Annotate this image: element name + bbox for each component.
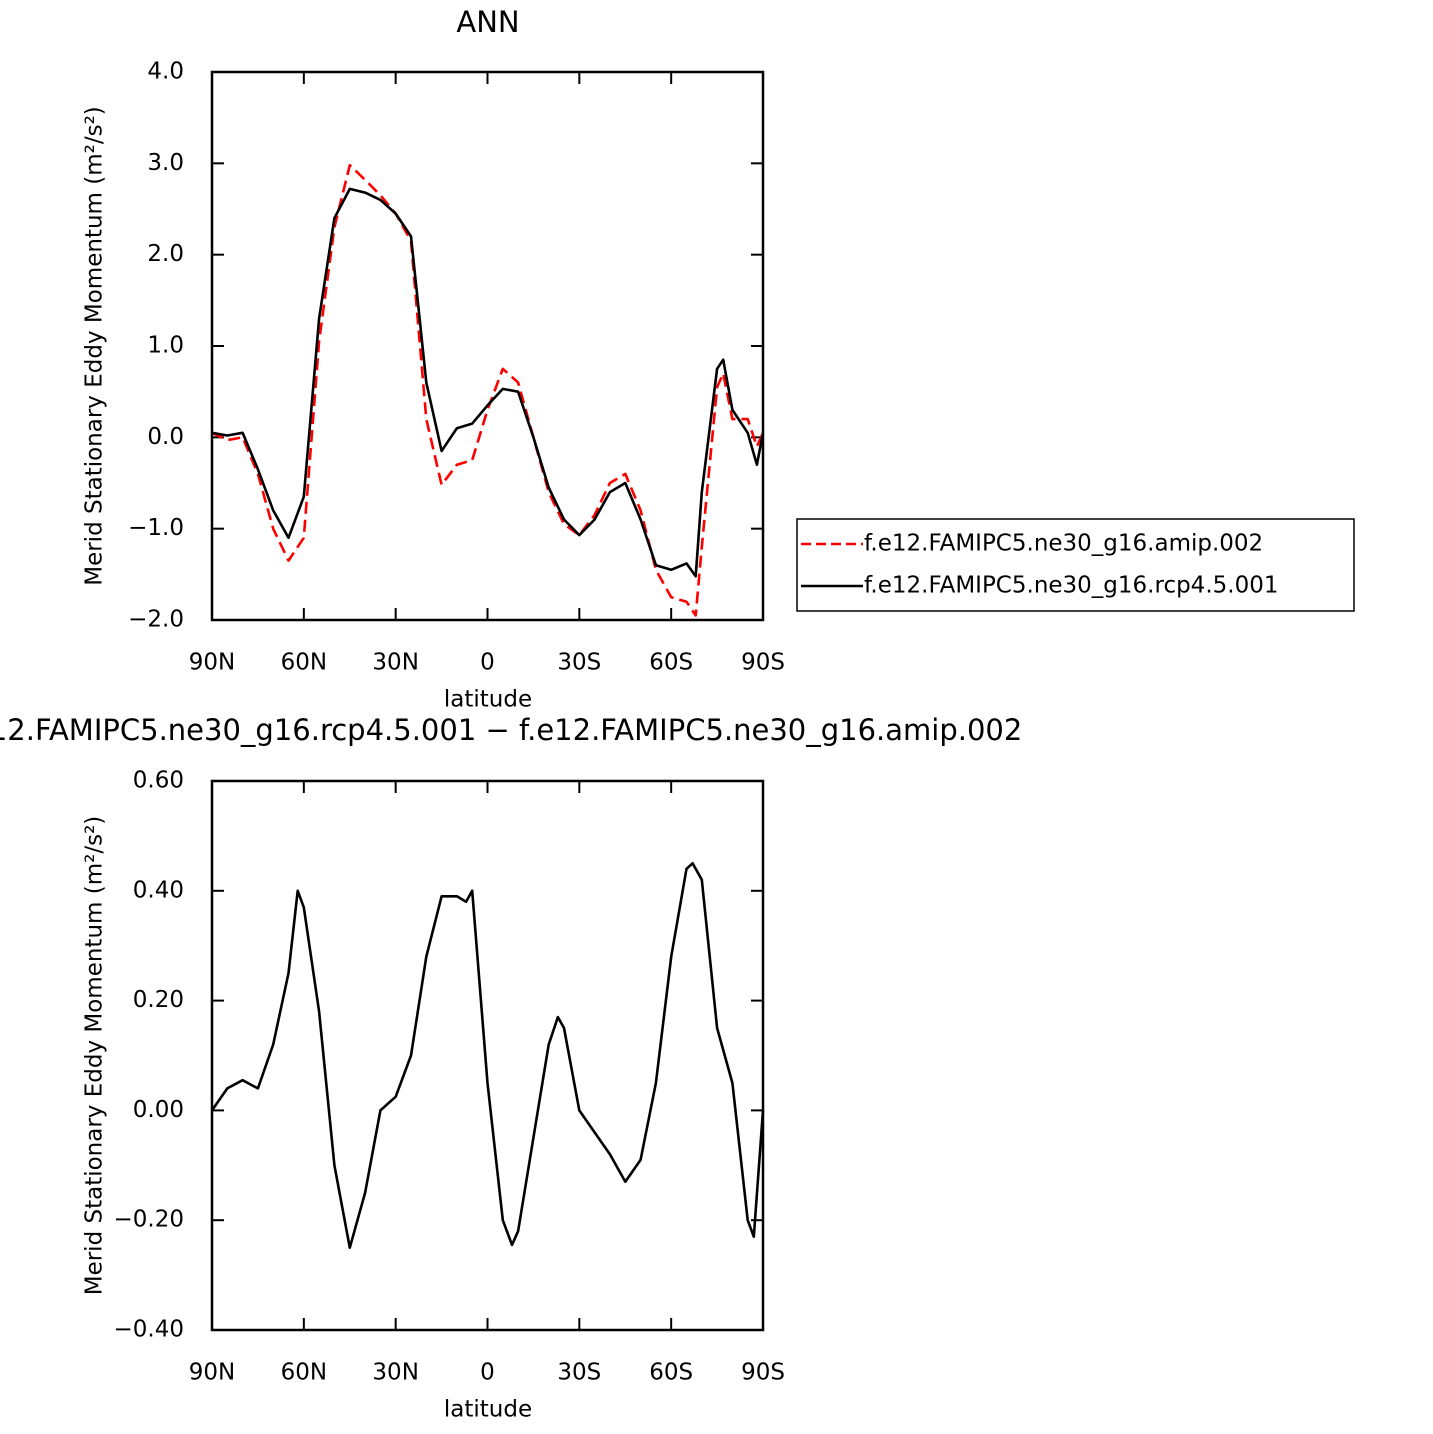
x-tick-label: 30N xyxy=(372,650,418,676)
chart-title: ANN xyxy=(456,5,519,39)
x-tick-label: 90S xyxy=(741,650,785,676)
y-tick-label: 0.20 xyxy=(133,987,184,1013)
data-line xyxy=(211,187,765,578)
y-tick-label: 1.0 xyxy=(147,333,184,359)
x-tick-label: 30S xyxy=(557,650,601,676)
x-tick-label: 60S xyxy=(649,1360,693,1386)
x-tick-label: 90N xyxy=(189,650,235,676)
x-tick-label: 30N xyxy=(372,1360,418,1386)
y-tick-label: −0.40 xyxy=(114,1317,184,1343)
y-axis-label: Merid Stationary Eddy Momentum (m²/s²) xyxy=(82,816,108,1296)
data-line xyxy=(211,163,765,617)
legend-label: f.e12.FAMIPC5.ne30_g16.rcp4.5.001 xyxy=(864,573,1278,599)
x-axis-label: latitude xyxy=(444,1397,532,1423)
x-tick-label: 60S xyxy=(649,650,693,676)
x-tick-label: 0 xyxy=(480,1360,495,1386)
y-axis-label: Merid Stationary Eddy Momentum (m²/s²) xyxy=(82,106,108,586)
y-tick-label: −1.0 xyxy=(128,515,184,541)
y-tick-label: −2.0 xyxy=(128,607,184,633)
y-tick-label: 2.0 xyxy=(147,241,184,267)
y-tick-label: 3.0 xyxy=(147,150,184,176)
plot-frame xyxy=(210,779,765,1332)
x-tick-label: 30S xyxy=(557,1360,601,1386)
x-tick-label: 60N xyxy=(281,1360,327,1386)
chart-title: f.e12.FAMIPC5.ne30_g16.rcp4.5.001 − f.e1… xyxy=(0,713,1022,747)
plot-frame xyxy=(210,70,765,622)
x-tick-label: 90S xyxy=(741,1360,785,1386)
x-tick-label: 90N xyxy=(189,1360,235,1386)
x-tick-label: 60N xyxy=(281,650,327,676)
y-tick-label: −0.20 xyxy=(114,1207,184,1233)
y-tick-label: 0.60 xyxy=(133,768,184,794)
x-axis-label: latitude xyxy=(444,687,532,713)
y-tick-label: 0.40 xyxy=(133,877,184,903)
y-tick-label: 4.0 xyxy=(147,59,184,85)
legend-box xyxy=(796,518,1355,612)
y-tick-label: 0.00 xyxy=(133,1097,184,1123)
legend-label: f.e12.FAMIPC5.ne30_g16.amip.002 xyxy=(864,531,1263,557)
data-line xyxy=(210,862,765,1249)
y-tick-label: 0.0 xyxy=(147,424,184,450)
x-tick-label: 0 xyxy=(480,650,495,676)
